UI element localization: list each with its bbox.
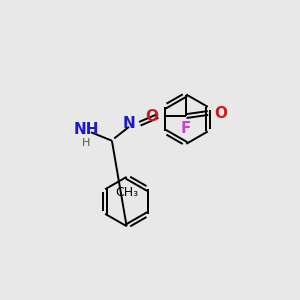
Text: N: N xyxy=(122,116,135,131)
Text: F: F xyxy=(181,121,191,136)
Text: NH: NH xyxy=(74,122,99,137)
Text: H: H xyxy=(82,138,91,148)
Text: O: O xyxy=(214,106,227,121)
Text: CH₃: CH₃ xyxy=(115,186,138,199)
Text: O: O xyxy=(146,109,158,124)
